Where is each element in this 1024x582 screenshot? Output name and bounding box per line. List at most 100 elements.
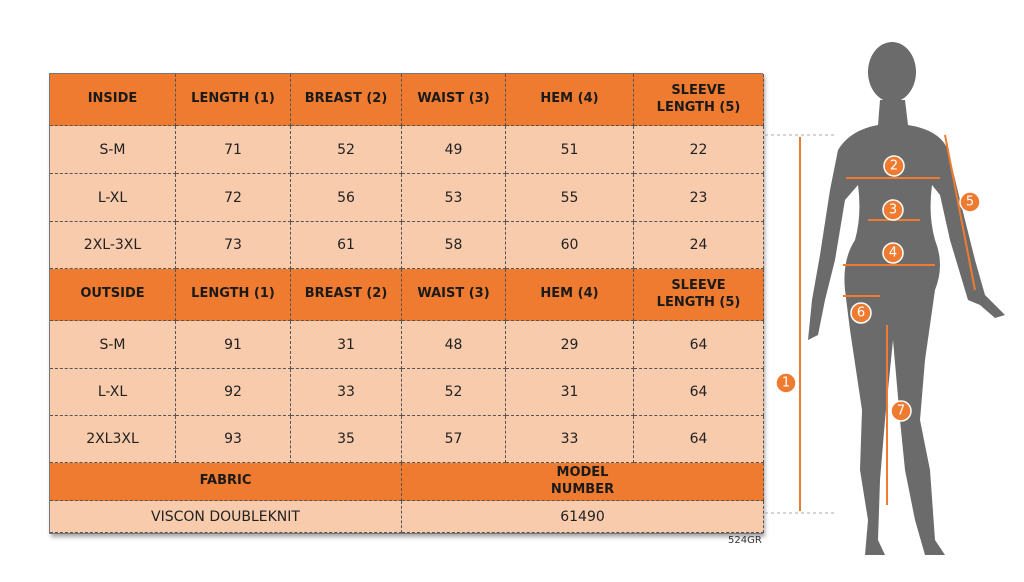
data-cell: 64 [634,416,764,463]
marker-circle [883,155,905,177]
data-cell: 73 [176,222,291,269]
fabric-label-text: FABRIC [199,473,252,489]
data-cell: 52 [291,126,402,174]
header-cell: HEM (4) [506,74,634,126]
header-cell: BREAST (2) [291,269,402,321]
marker-circle [775,372,797,394]
data-cell-text: 61 [337,237,355,253]
data-cell-text: S-M [99,336,126,353]
header-cell: OUTSIDE [50,269,176,321]
data-cell-text: 22 [689,141,708,158]
header-cell: WAIST (3) [402,269,506,321]
header-cell-text: SLEEVE LENGTH (5) [656,83,741,115]
data-cell-text: 2XL3XL [86,431,139,447]
marker: 1 [775,372,797,394]
data-cell: 72 [176,174,291,222]
header-cell-text: HEM (4) [540,286,599,302]
marker: 2 [883,155,905,177]
silhouette [808,100,1005,555]
header-cell-text: WAIST (3) [417,91,490,107]
data-cell-text: 55 [560,189,579,206]
header-cell-text: SLEEVE LENGTH (5) [656,278,741,310]
data-cell: 2XL3XL [50,416,176,463]
header-cell: LENGTH (1) [176,74,291,126]
data-cell-text: 92 [224,384,242,400]
marker-label: 2 [890,159,898,174]
data-cell-text: 71 [224,141,242,158]
data-cell-text: 49 [444,141,463,158]
header-cell-text: WAIST (3) [417,286,490,302]
data-cell-text: 72 [224,189,242,206]
header-cell-text: HEM (4) [540,91,599,107]
data-cell: S-M [50,321,176,369]
measure-lines [799,134,976,511]
data-cell: 2XL-3XL [50,222,176,269]
header-cell: LENGTH (1) [176,269,291,321]
header-cell-text: INSIDE [87,91,138,107]
data-cell-text: 53 [444,189,463,206]
marker: 7 [890,400,912,422]
data-cell: S-M [50,126,176,174]
data-cell-text: 2XL-3XL [83,237,142,253]
model-label-text: MODEL NUMBER [550,465,615,497]
header-cell: HEM (4) [506,269,634,321]
data-cell: 71 [176,126,291,174]
header-cell: WAIST (3) [402,74,506,126]
marker-label: 5 [966,195,974,210]
marker-label: 4 [889,246,897,261]
data-cell: 58 [402,222,506,269]
marker: 6 [850,302,872,324]
marker: 3 [882,199,904,221]
data-cell: 60 [506,222,634,269]
data-cell: L-XL [50,174,176,222]
marker-circle [882,242,904,264]
marker: 4 [882,242,904,264]
data-cell-text: 93 [224,431,242,447]
data-cell-text: 51 [560,141,579,158]
data-cell: 22 [634,126,764,174]
data-cell-text: 24 [689,237,708,253]
header-cell-text: OUTSIDE [80,286,145,302]
data-cell-text: 31 [337,336,355,353]
data-cell: 33 [506,416,634,463]
data-cell: 33 [291,369,402,416]
data-cell-text: 56 [337,189,355,206]
data-cell: 29 [506,321,634,369]
data-cell: 91 [176,321,291,369]
data-cell-text: 64 [689,431,708,447]
data-cell: 56 [291,174,402,222]
data-cell: 64 [634,321,764,369]
data-cell-text: 73 [224,237,242,253]
marker-circle [882,199,904,221]
data-cell: 53 [402,174,506,222]
data-cell: 31 [506,369,634,416]
header-cell-text: BREAST (2) [304,91,388,107]
data-cell-text: 23 [689,189,708,206]
header-cell: SLEEVE LENGTH (5) [634,269,764,321]
fabric-value: VISCON DOUBLEKNIT [50,501,402,533]
data-cell-text: 33 [337,384,355,400]
data-cell-text: 48 [444,336,463,353]
head [868,42,916,102]
data-cell: 31 [291,321,402,369]
header-cell-text: BREAST (2) [304,286,388,302]
data-cell: 52 [402,369,506,416]
data-cell-text: 91 [224,336,242,353]
marker-circle [850,302,872,324]
model-value: 61490 [402,501,764,533]
marker-circle [890,400,912,422]
data-cell-text: 52 [337,141,355,158]
data-cell: 51 [506,126,634,174]
data-cell: 23 [634,174,764,222]
header-cell: BREAST (2) [291,74,402,126]
marker-label: 3 [889,203,897,218]
data-cell-text: 57 [444,431,463,447]
data-cell-text: 29 [560,336,579,353]
header-cell: INSIDE [50,74,176,126]
data-cell: 55 [506,174,634,222]
data-cell-text: 35 [337,431,355,447]
data-cell: 24 [634,222,764,269]
data-cell: 57 [402,416,506,463]
data-cell: 92 [176,369,291,416]
